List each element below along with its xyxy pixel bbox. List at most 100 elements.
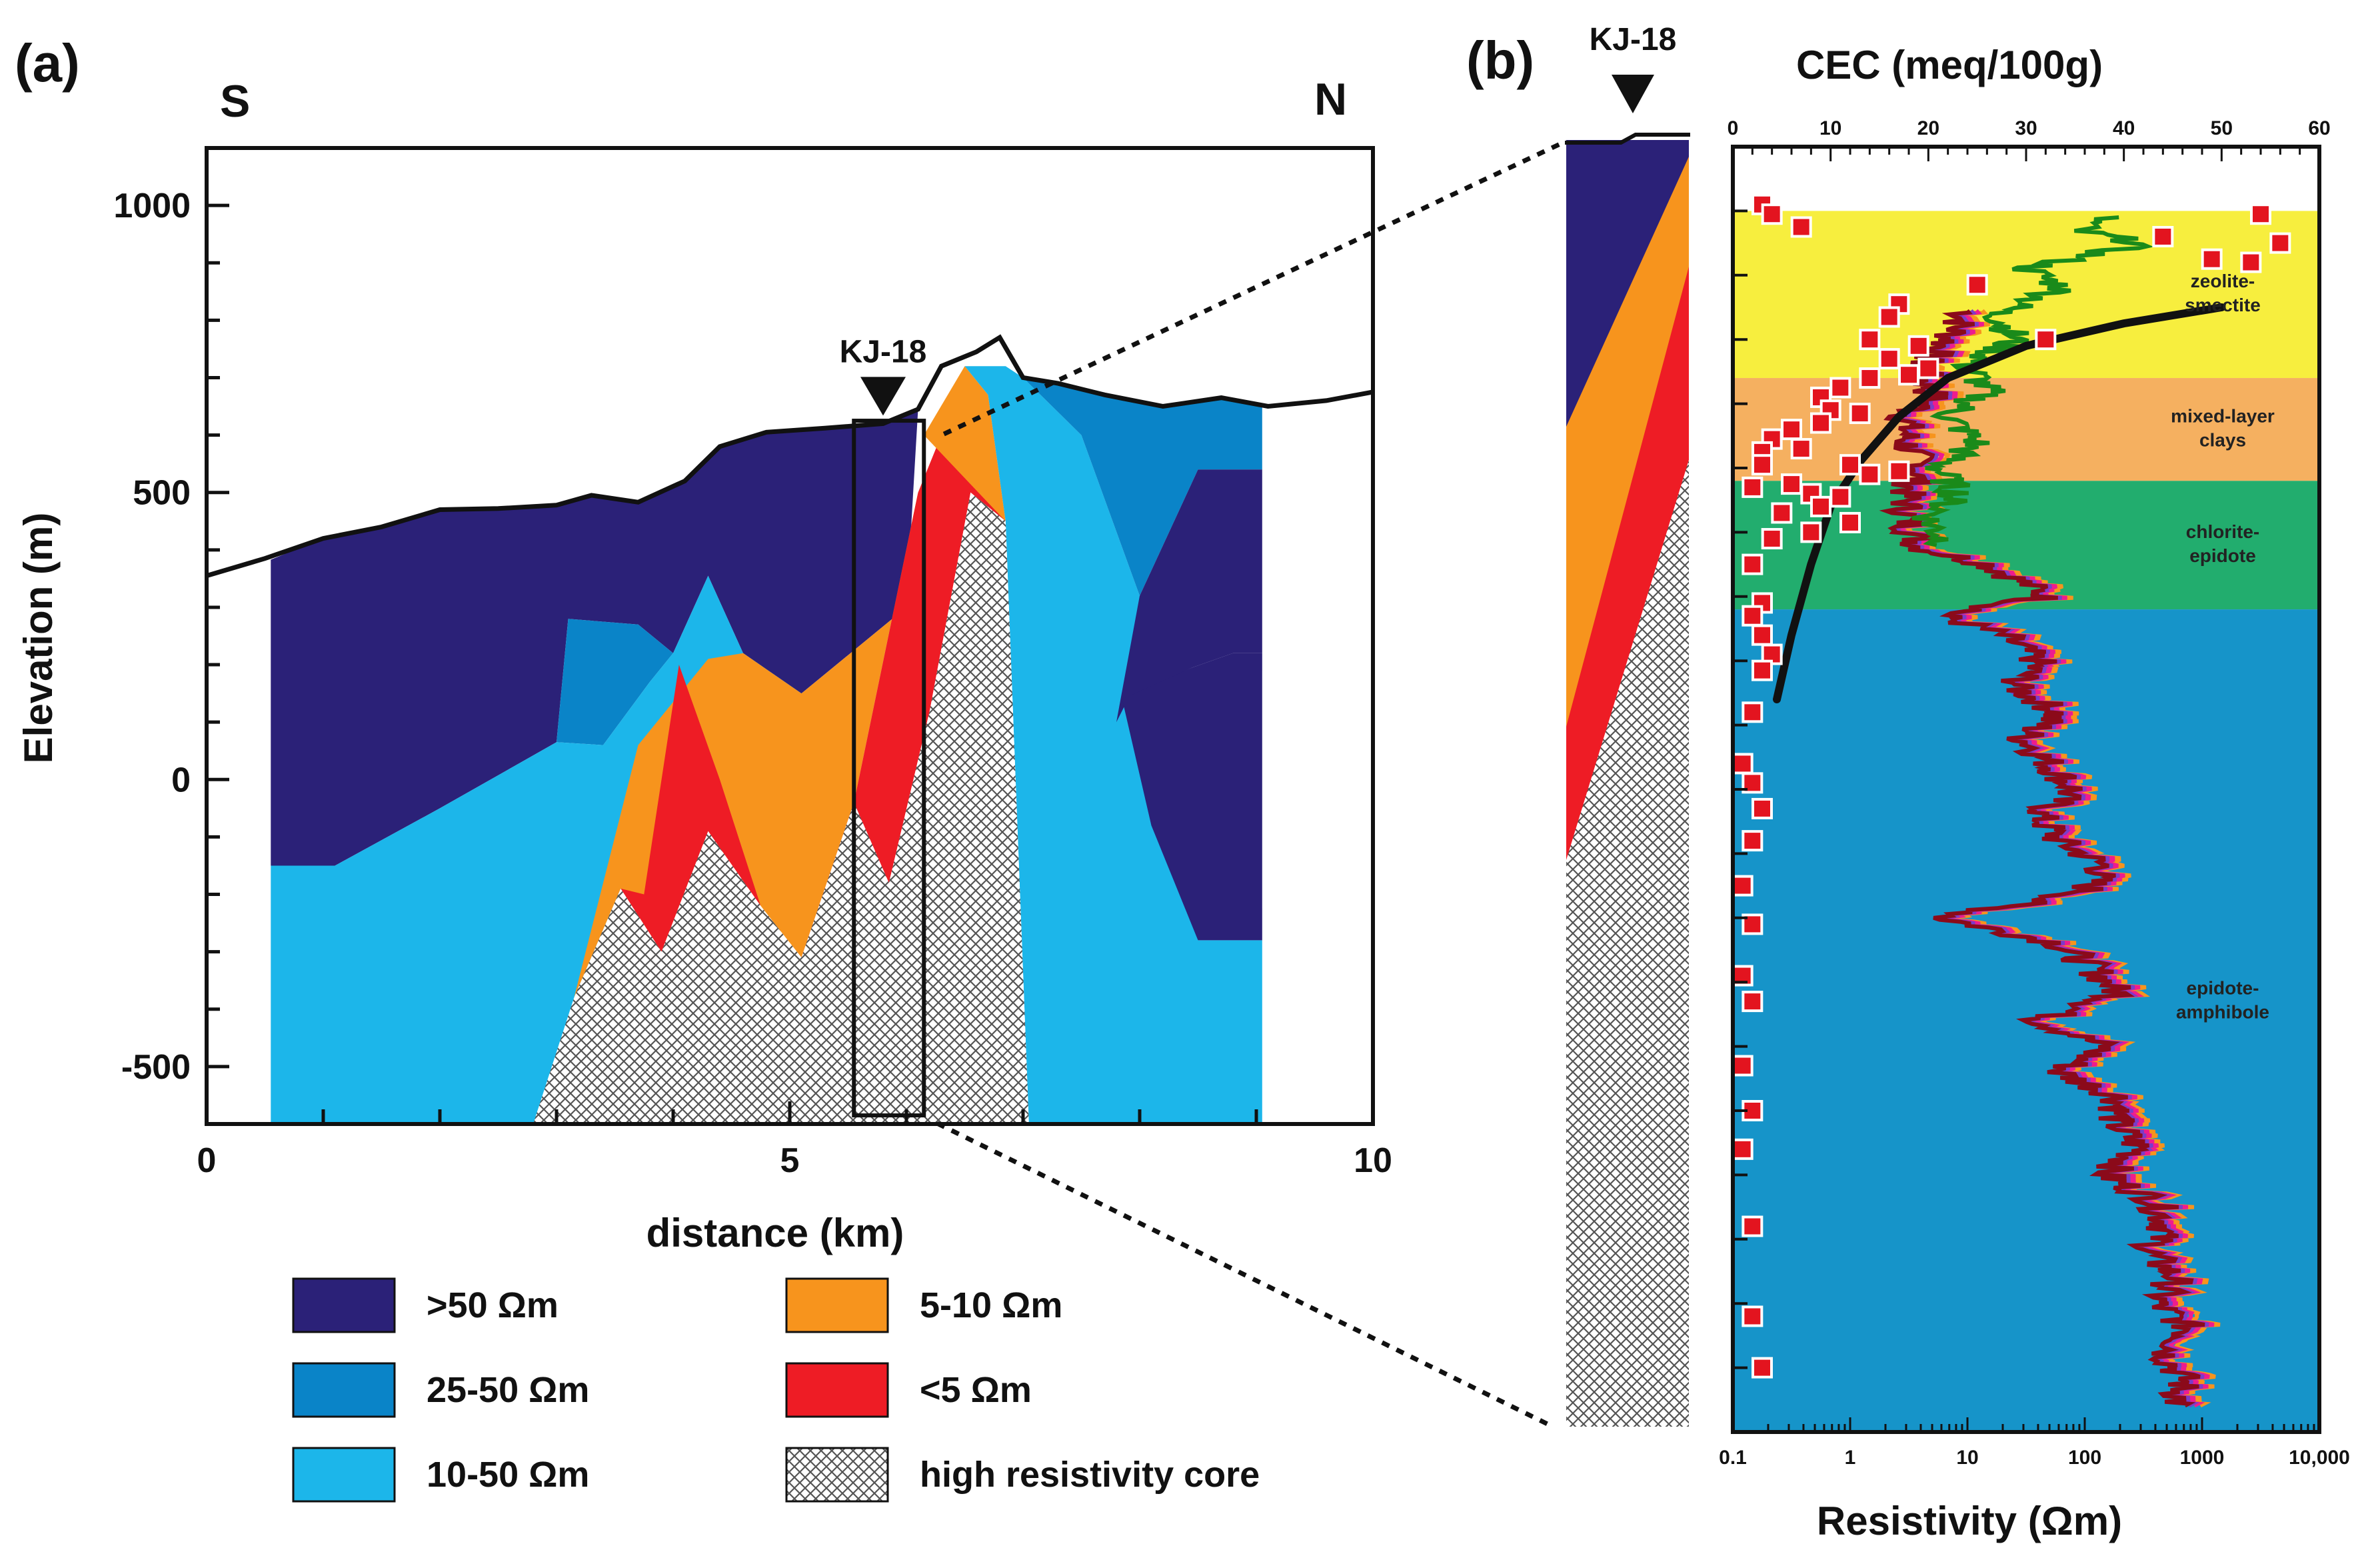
connector-bottom	[936, 1121, 1554, 1429]
cec-sample	[2250, 203, 2271, 225]
cec-sample	[1829, 377, 1851, 399]
zone-lt5_a	[620, 665, 761, 952]
zone-core	[533, 492, 1029, 1124]
legend-swatch-25to50	[292, 1362, 396, 1418]
strip-dark	[1566, 140, 1689, 427]
legend-label-25to50: 25-50 Ωm	[427, 1370, 589, 1410]
green-log-curve	[1911, 215, 2154, 547]
cec-sample	[1966, 274, 1988, 296]
res-tick-label: 100	[2068, 1447, 2101, 1469]
y-axis-title-a: Elevation (m)	[16, 513, 61, 764]
x-tick-label-a: 5	[780, 1141, 800, 1180]
cec-sample	[2240, 251, 2262, 273]
y-tick-label-a: 500	[133, 474, 191, 513]
cec-sample	[1859, 367, 1881, 389]
cec-tick-label: 60	[2308, 117, 2330, 139]
zone-label-line: epidote	[2189, 545, 2256, 566]
cec-sample	[1781, 473, 1802, 495]
cec-sample	[1733, 1138, 1754, 1160]
cec-sample	[1742, 830, 1764, 852]
cec-sample	[1742, 1305, 1764, 1327]
well-label-b: KJ-18	[1590, 22, 1677, 57]
strip-surface	[1565, 133, 1690, 145]
cec-sample	[1742, 553, 1764, 575]
legend-label-10to50: 10-50 Ωm	[427, 1455, 589, 1495]
cec-trend-line	[1773, 303, 2226, 703]
cec-sample	[1781, 419, 1802, 441]
north-label: N	[1314, 74, 1347, 125]
zone-gt50_c	[1122, 653, 1262, 941]
cec-tick-label: 0	[1728, 117, 1739, 139]
cec-tick-label: 20	[1917, 117, 1939, 139]
panel-b: (b) KJ-18 zeolite-smectite mixed-layer cla…	[1466, 22, 2350, 1543]
cec-sample	[1733, 1055, 1754, 1077]
legend-swatch-10to50	[292, 1447, 396, 1503]
x-axis-title-a: distance (km)	[646, 1211, 904, 1255]
cec-tick-label: 10	[1819, 117, 1841, 139]
zone-25to50_a	[557, 619, 673, 745]
cec-sample	[1810, 412, 1831, 434]
legend-swatch-gt50	[292, 1277, 396, 1333]
res-tick-label: 10,000	[2289, 1447, 2350, 1469]
well-marker-b	[1612, 75, 1654, 113]
resistivity-zones	[271, 366, 1262, 1124]
zone-gt50	[271, 409, 918, 866]
cec-axis-title: CEC (meq/100g)	[1796, 43, 2103, 87]
resistivity-log-curve	[1879, 309, 2205, 1408]
res-tick-label: 10	[1956, 1447, 1978, 1469]
cec-sample	[1888, 460, 1910, 482]
legend-swatch-5to10	[785, 1277, 889, 1333]
cec-sample	[1849, 403, 1871, 425]
zone-10to50_b	[964, 366, 1262, 1124]
legend-swatch-lt5	[785, 1362, 889, 1418]
well-label-a: KJ-18	[840, 334, 927, 369]
legend-label-lt5: <5 Ωm	[920, 1370, 1032, 1410]
zoom-box	[852, 419, 926, 1118]
legend: >50 Ωm 25-50 Ωm 10-50 Ωm 5-10 Ωm <5 Ωm high r…	[292, 1277, 1260, 1503]
y-tick-label-a: -500	[121, 1048, 191, 1087]
axes-a: 0 5 10 1000 500 0 -500	[113, 187, 1392, 1180]
legend-swatch-core	[785, 1447, 889, 1503]
cec-sample	[1829, 486, 1851, 508]
zone-labels: zeolite-smectite mixed-layer clays chlorite…	[2171, 271, 2275, 1022]
legend-label-5to10: 5-10 Ωm	[920, 1285, 1062, 1325]
axes-b: 0 10 20 30 40 50 60 0.1 1 10 100 1000 10,000	[1719, 117, 2350, 1469]
cec-sample	[1907, 335, 1929, 357]
panel-b-label: (b)	[1466, 31, 1534, 90]
cec-sample	[1752, 1357, 1773, 1379]
zone-label-line: mixed-layer	[2171, 405, 2275, 426]
x-tick-label-a: 10	[1354, 1141, 1392, 1180]
cec-sample	[1878, 348, 1900, 370]
cec-sample	[2035, 329, 2057, 351]
cec-sample	[1771, 502, 1793, 524]
cec-sample	[1742, 991, 1764, 1013]
zone-label-line: chlorite-	[2186, 521, 2259, 542]
cec-sample	[1790, 438, 1812, 460]
cec-sample	[1839, 511, 1861, 533]
cec-sample	[1742, 701, 1764, 723]
cec-tick-label: 40	[2113, 117, 2135, 139]
cec-sample	[1898, 364, 1919, 386]
res-tick-label: 0.1	[1719, 1447, 1747, 1469]
strip-column	[1565, 133, 1690, 1427]
cec-sample	[1752, 659, 1773, 681]
cec-sample	[1859, 329, 1881, 351]
panel-a-label: (a)	[15, 33, 80, 93]
x-tick-label-a: 0	[197, 1141, 217, 1180]
zone-label-line: amphibole	[2176, 1001, 2269, 1022]
cec-sample	[2269, 232, 2291, 254]
cec-sample	[2201, 248, 2223, 270]
res-tick-label: 1000	[2180, 1447, 2225, 1469]
y-tick-label-a: 0	[171, 761, 191, 799]
cec-sample	[1917, 357, 1939, 379]
cec-sample	[1733, 753, 1754, 775]
cec-sample	[1742, 605, 1764, 627]
cec-sample	[1742, 476, 1764, 498]
y-tick-label-a: 1000	[113, 187, 191, 225]
cec-tick-label: 50	[2211, 117, 2233, 139]
cec-sample	[1742, 913, 1764, 935]
cec-sample	[1859, 463, 1881, 485]
panel-a: (a) S N 0 5 10 1000 500 0 -500 KJ-18 distance …	[15, 33, 1392, 1503]
cec-sample	[1761, 203, 1783, 225]
resistivity-axis-title: Resistivity (Ωm)	[1817, 1499, 2122, 1543]
